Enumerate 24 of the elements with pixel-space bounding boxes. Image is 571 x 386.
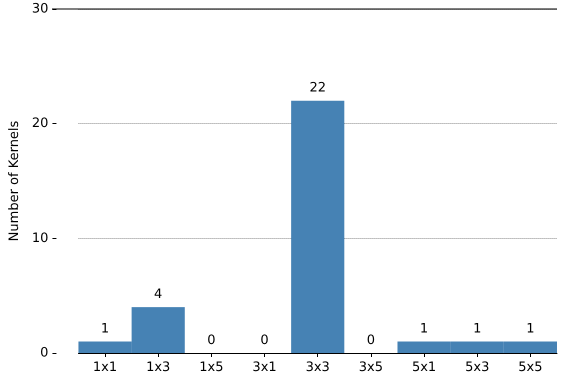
y-tick-label: 10 — [32, 230, 48, 246]
y-axis-title: Number of Kernels — [7, 120, 22, 242]
data-label: 1 — [100, 322, 110, 337]
y-tick-label: 20 — [32, 116, 48, 132]
data-label: 1 — [526, 322, 535, 337]
data-label: 0 — [366, 333, 376, 348]
x-tick-label: 5x3 — [465, 360, 490, 375]
bar — [291, 100, 344, 353]
data-label: 0 — [207, 333, 216, 348]
x-tick-label: 5x5 — [518, 360, 543, 375]
x-tick-label: 1x3 — [146, 360, 170, 375]
data-label: 22 — [309, 80, 326, 96]
x-tick-label: 1x1 — [92, 360, 118, 375]
data-label: 0 — [260, 333, 269, 348]
x-tick-label: 5x1 — [412, 360, 436, 375]
x-tick-label: 3x3 — [306, 360, 330, 375]
x-tick-label: 1x5 — [199, 360, 224, 375]
data-label: 1 — [420, 322, 428, 337]
data-label: 1 — [473, 322, 482, 337]
x-tick-label: 3x5 — [358, 360, 384, 375]
y-tick-label: 30 — [32, 2, 48, 16]
data-label: 4 — [154, 287, 162, 302]
y-tick-label: 0 — [40, 346, 48, 360]
x-tick-label: 3x1 — [252, 360, 277, 375]
